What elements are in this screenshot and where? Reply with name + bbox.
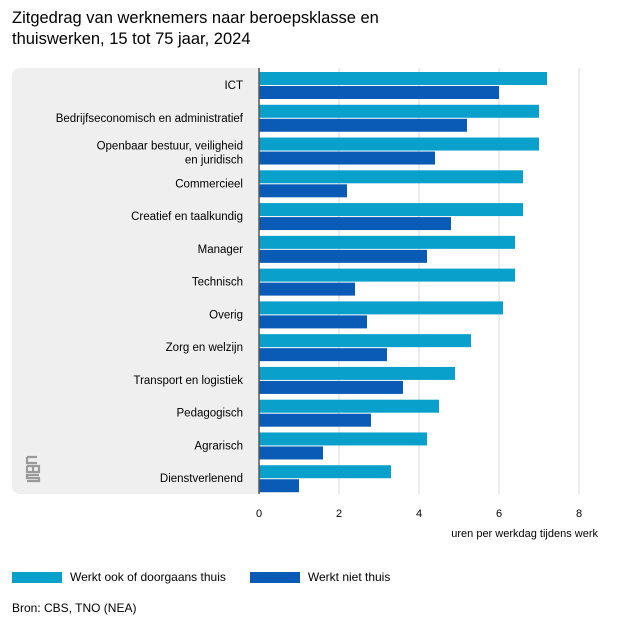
bar-chart: ICT Bedrijfseconomisch en administratief O… (56, 68, 598, 540)
bar-niet-thuis (259, 282, 355, 296)
bar-thuis (259, 170, 523, 184)
chart-title: Zitgedrag van werknemers naar beroepskla… (12, 9, 379, 48)
bar-niet-thuis (259, 249, 427, 263)
category-label: Pedagogisch (177, 408, 244, 420)
category-label: Dienstverlenend (160, 473, 243, 485)
x-tick-label: 2 (336, 508, 342, 520)
bar-thuis (259, 268, 515, 282)
category-label: ICT (224, 80, 243, 92)
bar-thuis (259, 301, 503, 315)
category-label: Agrarisch (194, 440, 243, 452)
category-label: Creatief en taalkundig (131, 211, 243, 223)
x-axis-ticks: 0 2 4 6 8 (256, 508, 582, 520)
bar-niet-thuis (259, 380, 403, 394)
legend-item-series-2: Werkt niet thuis (249, 570, 391, 584)
bar-niet-thuis (259, 86, 499, 99)
legend-swatch-series-2 (249, 571, 300, 583)
category-label: Manager (198, 244, 244, 256)
bar-thuis (259, 366, 455, 380)
x-tick-label: 6 (496, 508, 502, 520)
cbs-logo-icon (25, 454, 45, 489)
category-label: Zorg en welzijn (166, 342, 243, 354)
bar-niet-thuis (259, 217, 451, 231)
bar-niet-thuis (259, 479, 299, 493)
source-note: Bron: CBS, TNO (NEA) (12, 601, 137, 615)
category-label: Transport en logistiek (133, 375, 243, 387)
category-label: Commercieel (175, 178, 243, 190)
bar-niet-thuis (259, 446, 323, 460)
x-tick-label: 0 (256, 508, 262, 520)
bar-niet-thuis (259, 315, 367, 329)
bar-niet-thuis (259, 348, 387, 362)
category-label: Openbaar bestuur, veiligheid (97, 141, 243, 153)
category-label: en juridisch (185, 155, 243, 167)
category-label: Bedrijfseconomisch en administratief (56, 113, 244, 125)
bar-thuis (259, 203, 523, 217)
legend-label-series-2: Werkt niet thuis (307, 570, 391, 584)
x-axis-title: uren per werkdag tijdens werk (451, 528, 598, 540)
bar-thuis (259, 137, 539, 151)
bar-thuis (259, 399, 439, 413)
bar-niet-thuis (259, 118, 467, 132)
bar-niet-thuis (259, 184, 347, 198)
category-label: Technisch (192, 277, 243, 289)
legend: Werkt ook of doorgaans thuis Werkt niet … (12, 570, 390, 584)
category-panel (12, 68, 258, 494)
bar-thuis (259, 235, 515, 249)
bar-thuis (259, 465, 391, 479)
category-labels: ICT Bedrijfseconomisch en administratief O… (56, 80, 244, 485)
x-tick-label: 4 (416, 508, 422, 520)
x-tick-label: 8 (576, 508, 582, 520)
legend-item-series-1: Werkt ook of doorgaans thuis (12, 570, 226, 584)
bar-thuis (259, 334, 471, 348)
legend-label-series-1: Werkt ook of doorgaans thuis (70, 570, 226, 584)
bar-thuis (259, 432, 427, 446)
legend-swatch-series-1 (12, 571, 62, 583)
bar-thuis (259, 72, 547, 85)
bar-thuis (259, 104, 539, 118)
category-label: Overig (209, 309, 243, 321)
bar-niet-thuis (259, 151, 435, 165)
bar-niet-thuis (259, 413, 371, 427)
bars (259, 72, 547, 493)
